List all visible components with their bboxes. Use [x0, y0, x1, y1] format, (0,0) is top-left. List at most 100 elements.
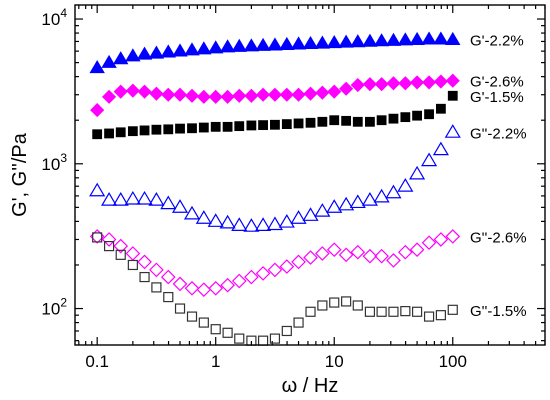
- x-tick-label: 100: [439, 352, 467, 371]
- data-point: [139, 271, 150, 283]
- x-axis-label: ω / Hz: [282, 375, 339, 397]
- series-label: G'-2.2%: [470, 33, 524, 50]
- data-point: [208, 40, 224, 54]
- data-point: [92, 129, 103, 140]
- data-point: [163, 124, 174, 135]
- series-label: G'-1.5%: [470, 89, 524, 106]
- data-point: [257, 335, 269, 346]
- data-point: [362, 77, 377, 92]
- data-point: [222, 121, 233, 132]
- data-point: [243, 218, 260, 232]
- data-point: [339, 81, 354, 96]
- data-point: [112, 192, 129, 206]
- data-point: [246, 120, 257, 131]
- data-point: [207, 213, 224, 227]
- data-point: [373, 188, 390, 203]
- data-point: [198, 122, 209, 133]
- x-tick-label: 1: [211, 352, 220, 371]
- data-point: [149, 262, 164, 278]
- data-point: [291, 254, 306, 270]
- data-point: [113, 84, 128, 99]
- data-point: [409, 165, 426, 180]
- data-point: [208, 280, 224, 296]
- data-point: [137, 84, 152, 99]
- data-point: [423, 311, 435, 322]
- data-point: [127, 126, 138, 137]
- data-point: [388, 306, 399, 317]
- data-point: [234, 333, 245, 344]
- data-point: [435, 103, 446, 114]
- data-point: [314, 35, 331, 49]
- series-0: [89, 31, 461, 74]
- data-point: [208, 89, 223, 104]
- data-point: [101, 192, 118, 206]
- data-point: [281, 325, 292, 337]
- data-point: [361, 192, 378, 206]
- data-point: [101, 54, 117, 68]
- data-point: [424, 109, 434, 120]
- data-point: [183, 205, 201, 220]
- data-point: [305, 117, 316, 128]
- data-point: [338, 196, 355, 211]
- data-point: [350, 244, 366, 260]
- data-point: [172, 87, 188, 102]
- data-point: [281, 119, 292, 130]
- data-point: [398, 76, 413, 91]
- data-point: [290, 210, 307, 224]
- data-point: [338, 247, 354, 263]
- data-point: [139, 125, 150, 136]
- data-point: [101, 232, 117, 247]
- data-point: [317, 116, 328, 127]
- data-point: [255, 37, 271, 51]
- data-point: [210, 324, 221, 335]
- tick-labels: 0.1 1 10 100 102 103 104 G'-2.2% G'-2.6%G'-1.5% G…: [41, 6, 526, 371]
- data-point: [103, 241, 115, 252]
- data-point: [447, 90, 458, 101]
- data-point: [160, 195, 177, 210]
- data-point: [397, 178, 414, 192]
- data-point: [267, 37, 283, 51]
- data-point: [433, 232, 449, 247]
- data-point: [90, 103, 105, 118]
- data-point: [92, 232, 103, 243]
- data-point: [447, 304, 458, 315]
- data-point: [435, 310, 446, 321]
- data-point: [445, 31, 461, 45]
- series-label: G''-2.6%: [470, 229, 527, 246]
- data-point: [196, 282, 212, 298]
- data-point: [256, 87, 271, 102]
- data-point: [148, 45, 165, 59]
- data-point: [220, 89, 235, 104]
- data-point: [350, 77, 365, 93]
- data-point: [362, 33, 378, 47]
- data-point: [269, 333, 281, 344]
- data-point: [172, 276, 188, 292]
- data-point: [89, 60, 105, 74]
- data-point: [163, 291, 174, 303]
- data-point: [258, 120, 268, 131]
- data-point: [350, 34, 366, 48]
- data-point: [279, 259, 295, 274]
- data-point: [196, 41, 212, 55]
- y-axis-label: G', G''/Pa: [9, 132, 31, 217]
- data-point: [175, 123, 185, 134]
- data-point: [187, 123, 197, 134]
- data-point: [198, 317, 209, 328]
- data-point: [400, 306, 411, 317]
- data-point: [374, 248, 389, 264]
- data-point: [266, 216, 283, 231]
- data-point: [386, 253, 401, 268]
- data-point: [196, 89, 211, 104]
- data-point: [329, 297, 340, 308]
- data-point: [149, 86, 164, 101]
- data-point: [124, 190, 141, 205]
- data-point: [278, 214, 295, 228]
- data-point: [125, 246, 141, 261]
- data-point: [341, 296, 352, 307]
- data-point: [115, 249, 126, 260]
- data-point: [184, 280, 200, 296]
- data-point: [243, 38, 260, 52]
- data-point: [317, 300, 328, 311]
- y-tick-label: 103: [41, 151, 67, 174]
